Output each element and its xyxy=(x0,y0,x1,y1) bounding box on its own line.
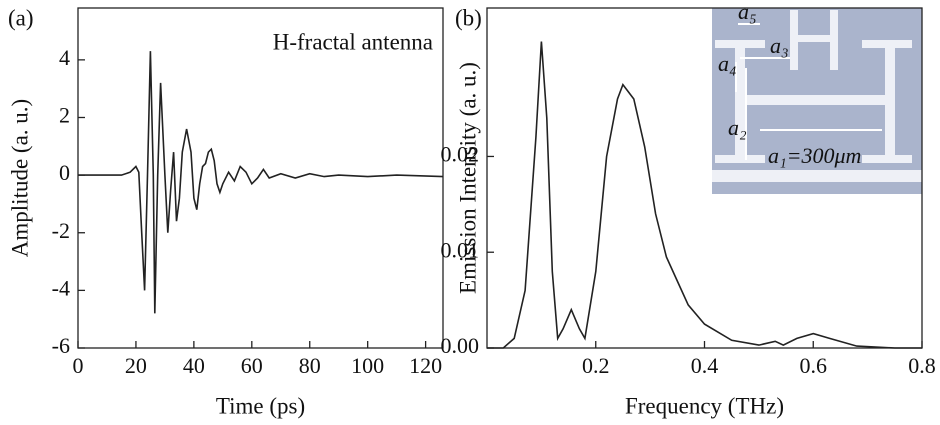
inset-label: a₅ xyxy=(738,0,757,24)
plot-frame xyxy=(77,7,444,349)
x-tick-label: 20 xyxy=(125,353,147,378)
y-tick-label: 0 xyxy=(59,160,70,185)
y-tick-label: -4 xyxy=(52,275,70,300)
data-line xyxy=(78,51,444,314)
data-line xyxy=(487,41,922,349)
x-tick-label: 120 xyxy=(409,353,442,378)
x-tick-label: 60 xyxy=(241,353,263,378)
y-tick-label: -6 xyxy=(52,333,70,358)
x-tick-label: 0.6 xyxy=(800,353,828,378)
x-axis-title: Time (ps) xyxy=(216,393,305,418)
inset-label: a₃ xyxy=(770,33,789,58)
x-axis-title: Frequency (THz) xyxy=(625,393,784,418)
x-tick-label: 0.2 xyxy=(582,353,610,378)
inset-image xyxy=(712,8,922,194)
y-tick-label: 0.00 xyxy=(441,333,480,358)
x-tick-label: 0.4 xyxy=(691,353,719,378)
x-tick-label: 100 xyxy=(351,353,384,378)
y-axis-title: Emission Intensity (a. u.) xyxy=(455,62,480,294)
y-tick-label: 4 xyxy=(59,45,70,70)
inset-label: a₂ xyxy=(728,115,747,140)
x-tick-label: 0.8 xyxy=(908,353,936,378)
x-tick-label: 0 xyxy=(73,353,84,378)
x-tick-label: 80 xyxy=(299,353,321,378)
inset-label: a₄ xyxy=(718,51,737,76)
x-tick-label: 40 xyxy=(183,353,205,378)
panel-label: (a) xyxy=(8,5,34,30)
y-tick-label: 0.02 xyxy=(441,141,480,166)
panel-label: (b) xyxy=(455,5,482,30)
y-tick-label: 0.01 xyxy=(441,237,480,262)
y-tick-label: 2 xyxy=(59,103,70,128)
y-tick-label: -2 xyxy=(52,218,70,243)
y-axis-title: Amplitude (a. u.) xyxy=(7,99,32,257)
annotation: H-fractal antenna xyxy=(273,29,433,54)
inset-label: a₁=300μm xyxy=(768,143,861,168)
